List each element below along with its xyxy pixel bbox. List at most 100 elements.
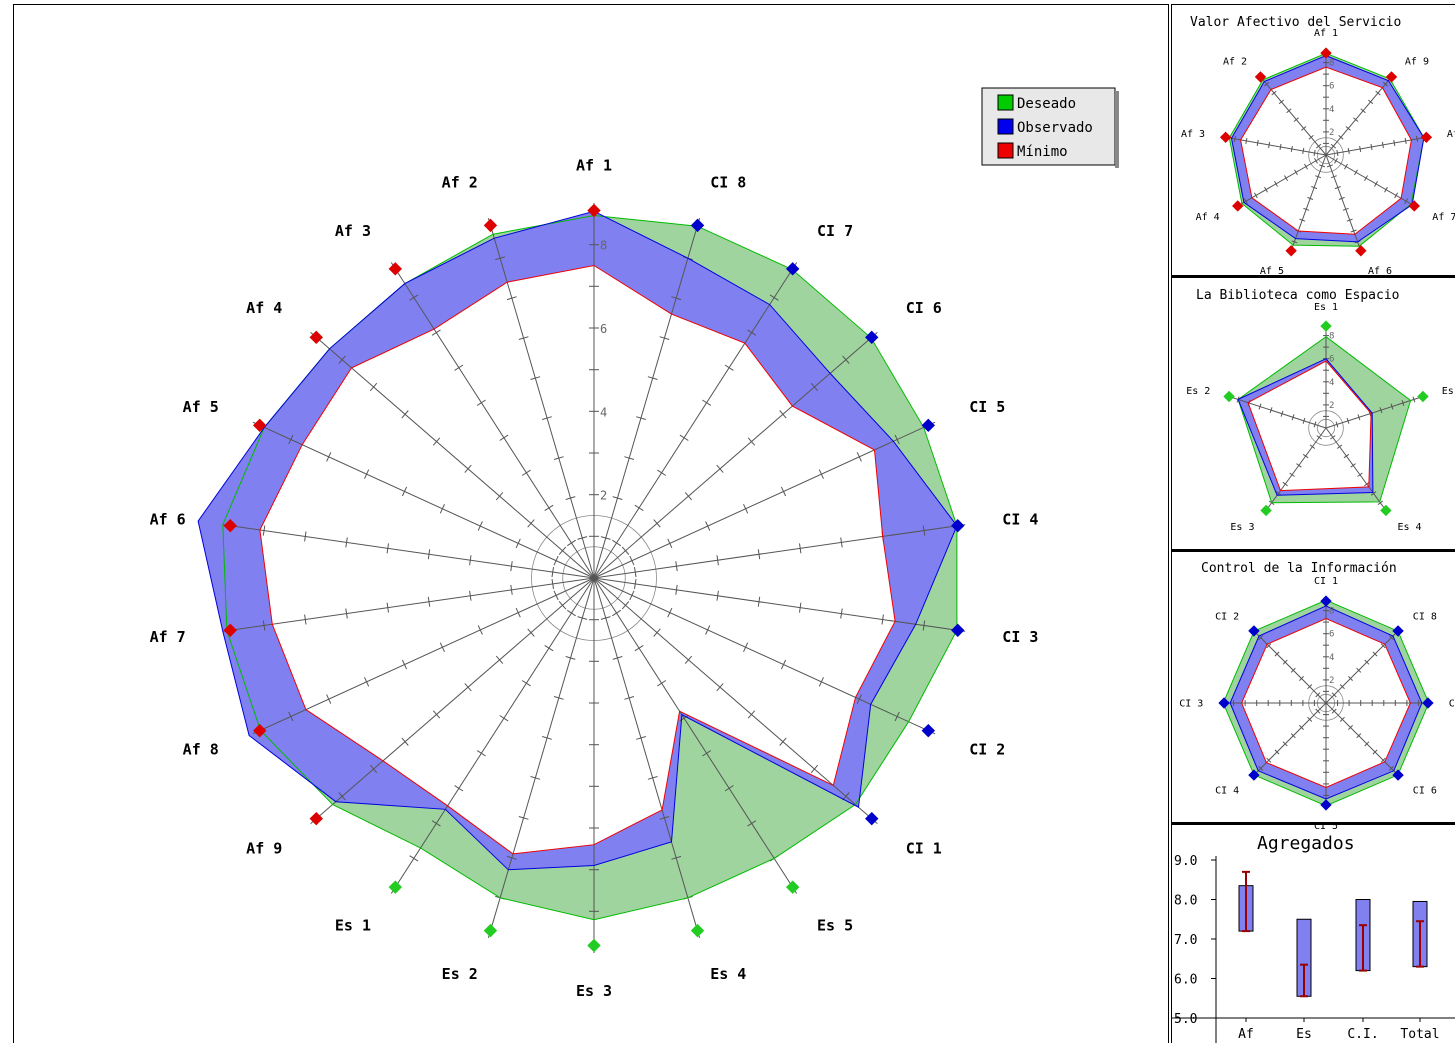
axis-es-3 — [1264, 427, 1327, 513]
axis-tick — [747, 820, 757, 827]
legend-shadow — [1115, 91, 1119, 168]
axis-tick — [1381, 141, 1384, 148]
panel-title-control: Control de la Información — [1201, 561, 1397, 576]
axis-tick — [476, 750, 486, 757]
marker-ci-6 — [865, 330, 879, 345]
axis-label-es-1: Es 1 — [335, 916, 371, 934]
axis-tick — [345, 608, 348, 619]
axis-tick — [856, 452, 862, 462]
axis-af-2 — [1258, 74, 1327, 156]
axis-tick — [454, 364, 464, 371]
axis-label-af-4: Af 4 — [1196, 212, 1220, 223]
axis-tick — [1290, 667, 1296, 673]
scale-tick-label: 8 — [600, 239, 607, 253]
axis-tick — [304, 614, 307, 625]
axis-tick — [401, 410, 409, 419]
axis-tick — [1331, 692, 1337, 698]
axis-label-es-4: Es 4 — [1398, 522, 1422, 533]
axis-es-4 — [593, 577, 701, 938]
panel-title-espacio: La Biblioteca como Espacio — [1196, 288, 1400, 303]
marker-es-5 — [785, 880, 800, 894]
axis-tick — [1271, 90, 1277, 96]
axis-tick — [1253, 192, 1258, 199]
axis-tick — [1346, 218, 1353, 222]
axis-tick — [1380, 757, 1386, 763]
marker-ci-5 — [1320, 799, 1332, 811]
axis-tick — [1282, 481, 1288, 487]
axis-tick — [612, 496, 623, 500]
axis-tick — [1390, 403, 1394, 410]
axis-tick — [439, 503, 445, 514]
axis-af-9 — [310, 577, 595, 824]
axis-tick — [653, 628, 661, 637]
axis-tick — [518, 816, 529, 820]
axis-tick — [1338, 196, 1345, 200]
marker-af-3 — [388, 262, 403, 276]
axis-tick — [684, 492, 693, 501]
axis-tick — [521, 469, 531, 476]
axis-label-af-9: Af 9 — [246, 839, 282, 857]
axis-tick — [386, 602, 389, 613]
axis-tick — [634, 578, 637, 589]
axis-tick — [1339, 716, 1345, 722]
axis-es-4 — [1325, 427, 1388, 513]
axis-tick — [1303, 207, 1310, 211]
axis-tick — [799, 602, 802, 613]
axis-es-5 — [593, 577, 798, 894]
axis-tick — [1364, 481, 1370, 487]
scale-tick-label: 4 — [600, 405, 607, 419]
axis-label-af-8: Af 8 — [183, 741, 219, 759]
axis-tick — [1401, 400, 1405, 407]
axis-tick — [1275, 491, 1282, 496]
axis-tick — [495, 655, 504, 664]
axis-tick — [747, 329, 757, 336]
axis-tick — [431, 820, 441, 827]
axis-tick — [1372, 749, 1378, 755]
axis-tick — [667, 538, 673, 549]
axis-tick — [659, 336, 670, 340]
axis-tick — [567, 609, 576, 617]
axis-tick — [1309, 444, 1316, 449]
scale-tick-label: 6 — [1329, 355, 1334, 365]
axis-tick — [1289, 472, 1295, 477]
axis-af-9 — [1325, 74, 1394, 156]
axis-tick — [1233, 135, 1236, 142]
axis-tick — [338, 355, 346, 364]
marker-ci-6 — [1392, 769, 1404, 781]
axis-tick — [1245, 137, 1248, 144]
axis-ci-8 — [1325, 629, 1400, 704]
axis-label-es-3: Es 3 — [576, 982, 612, 1000]
axis-tick — [1256, 139, 1259, 146]
axis-tick — [1347, 147, 1350, 154]
axis-tick — [780, 659, 787, 670]
marker-es-4 — [690, 923, 705, 938]
axis-tick — [647, 376, 658, 380]
marker-es-2 — [1223, 390, 1235, 403]
axis-es-2 — [487, 577, 595, 938]
scale-tick-label: 2 — [600, 489, 607, 503]
scale-tick-label: 6 — [600, 322, 607, 336]
axis-tick — [369, 382, 378, 392]
axis-tick — [1308, 135, 1314, 140]
marker-af-6 — [223, 518, 237, 533]
axis-tick — [1345, 126, 1351, 131]
axis-tick — [1282, 741, 1288, 747]
axis-label-ci-6: CI 6 — [906, 299, 942, 317]
y-tick-label: 5.0 — [1174, 1012, 1197, 1027]
y-tick-label: 6.0 — [1174, 973, 1197, 988]
legend-swatch-minimo — [997, 142, 1014, 159]
axis-tick — [1266, 757, 1272, 763]
axis-tick — [288, 711, 294, 722]
panel-title-agregados: Agregados — [1257, 833, 1355, 854]
axis-tick — [667, 607, 673, 618]
main-radar-chart: 2 4 6 8 Af 1 CI 8 CI 7 CI 6 CI 5 CI 4 CI 3 CI 2 CI 1… — [150, 157, 1039, 1000]
axis-tick — [565, 656, 576, 660]
axis-af-3 — [390, 262, 595, 579]
axis-af-5 — [252, 421, 595, 579]
axis-tick — [477, 521, 483, 531]
minimo-inner-area — [1248, 361, 1372, 491]
axis-tick — [743, 503, 749, 514]
axis-tick — [780, 486, 787, 497]
axis-tick — [624, 696, 635, 700]
axis-tick — [1274, 181, 1278, 187]
